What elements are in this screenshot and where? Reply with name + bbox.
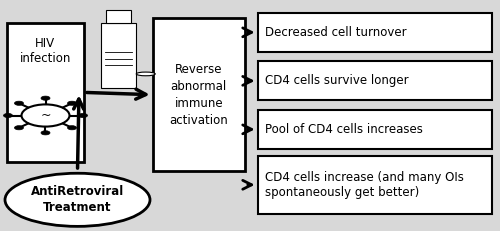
Text: Pool of CD4 cells increases: Pool of CD4 cells increases (265, 123, 423, 136)
Circle shape (68, 126, 76, 130)
Circle shape (14, 101, 24, 105)
Bar (258, 61, 492, 100)
Circle shape (41, 96, 50, 100)
Bar (106, 10, 131, 23)
Bar (258, 13, 492, 52)
Text: AntiRetroviral
Treatment: AntiRetroviral Treatment (31, 185, 124, 214)
Text: Reverse
abnormal
immune
activation: Reverse abnormal immune activation (170, 63, 228, 127)
Circle shape (22, 104, 70, 127)
Bar (258, 110, 492, 149)
Bar (6, 23, 84, 162)
Text: HIV
infection: HIV infection (20, 37, 71, 65)
Circle shape (41, 131, 50, 135)
Text: ~: ~ (40, 109, 51, 122)
Text: CD4 cells survive longer: CD4 cells survive longer (265, 74, 408, 87)
Circle shape (78, 113, 88, 118)
Circle shape (14, 126, 24, 130)
Text: Decreased cell turnover: Decreased cell turnover (265, 26, 406, 39)
Circle shape (4, 113, 13, 118)
Ellipse shape (5, 173, 150, 226)
Bar (258, 156, 492, 214)
Bar (100, 23, 136, 88)
Bar (152, 18, 245, 171)
Circle shape (68, 101, 76, 105)
Ellipse shape (136, 72, 155, 76)
Text: CD4 cells increase (and many OIs
spontaneously get better): CD4 cells increase (and many OIs spontan… (265, 171, 464, 199)
